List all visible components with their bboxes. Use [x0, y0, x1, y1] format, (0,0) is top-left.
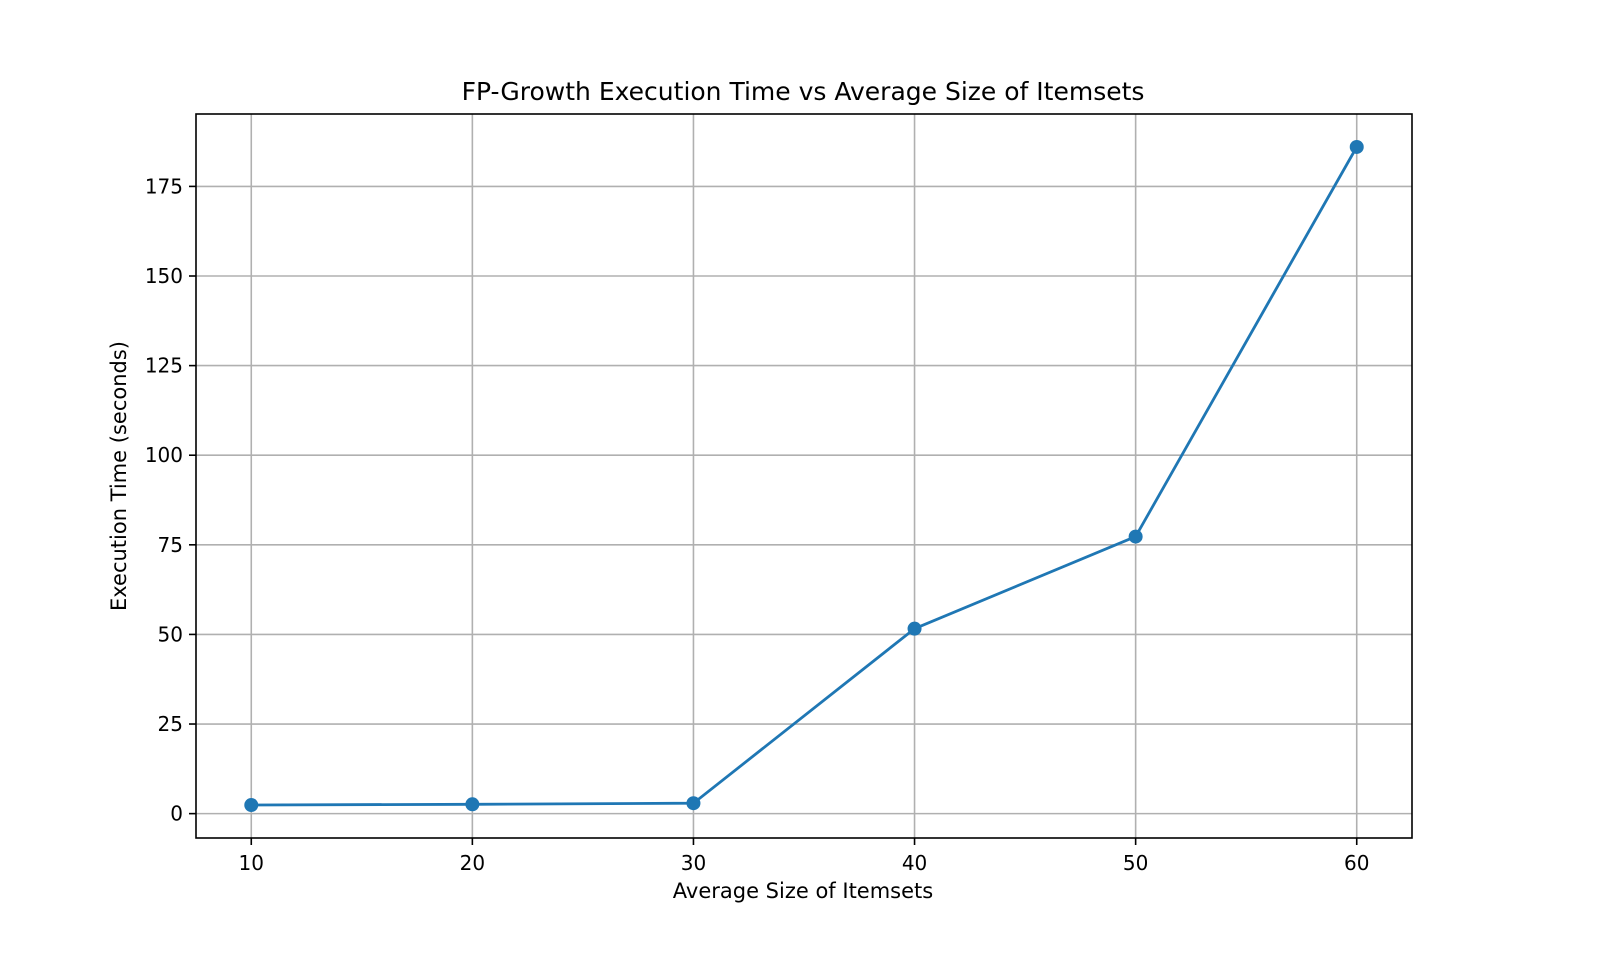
chart-title: FP-Growth Execution Time vs Average Size…	[462, 77, 1145, 106]
axis-ticks: 10 20 30 40 50 60 0 25 50 75 100 125 150 175	[145, 174, 1370, 875]
y-tick-label: 0	[170, 802, 183, 826]
x-tick-label: 10	[239, 851, 264, 875]
y-tick-label: 50	[158, 622, 183, 646]
x-tick-label: 30	[681, 851, 706, 875]
y-tick-label: 150	[145, 264, 183, 288]
x-axis-label: Average Size of Itemsets	[673, 879, 933, 903]
y-tick-label: 100	[145, 443, 183, 467]
x-tick-label: 20	[460, 851, 485, 875]
x-tick-label: 40	[902, 851, 927, 875]
series-layer	[244, 139, 1364, 813]
data-point	[1349, 139, 1364, 154]
data-point	[907, 621, 922, 636]
grid-lines	[196, 114, 1412, 838]
y-tick-label: 125	[145, 354, 183, 378]
y-axis-label: Execution Time (seconds)	[107, 341, 131, 611]
y-tick-label: 75	[158, 533, 183, 557]
data-point	[686, 796, 701, 811]
plot-frame	[195, 113, 1413, 839]
x-tick-label: 50	[1123, 851, 1148, 875]
y-tick-label: 175	[145, 174, 183, 198]
y-tick-label: 25	[158, 712, 183, 736]
data-point	[244, 798, 259, 813]
series-line	[251, 146, 1358, 807]
x-tick-label: 60	[1344, 851, 1369, 875]
data-point	[465, 797, 480, 812]
data-point	[1128, 529, 1143, 544]
